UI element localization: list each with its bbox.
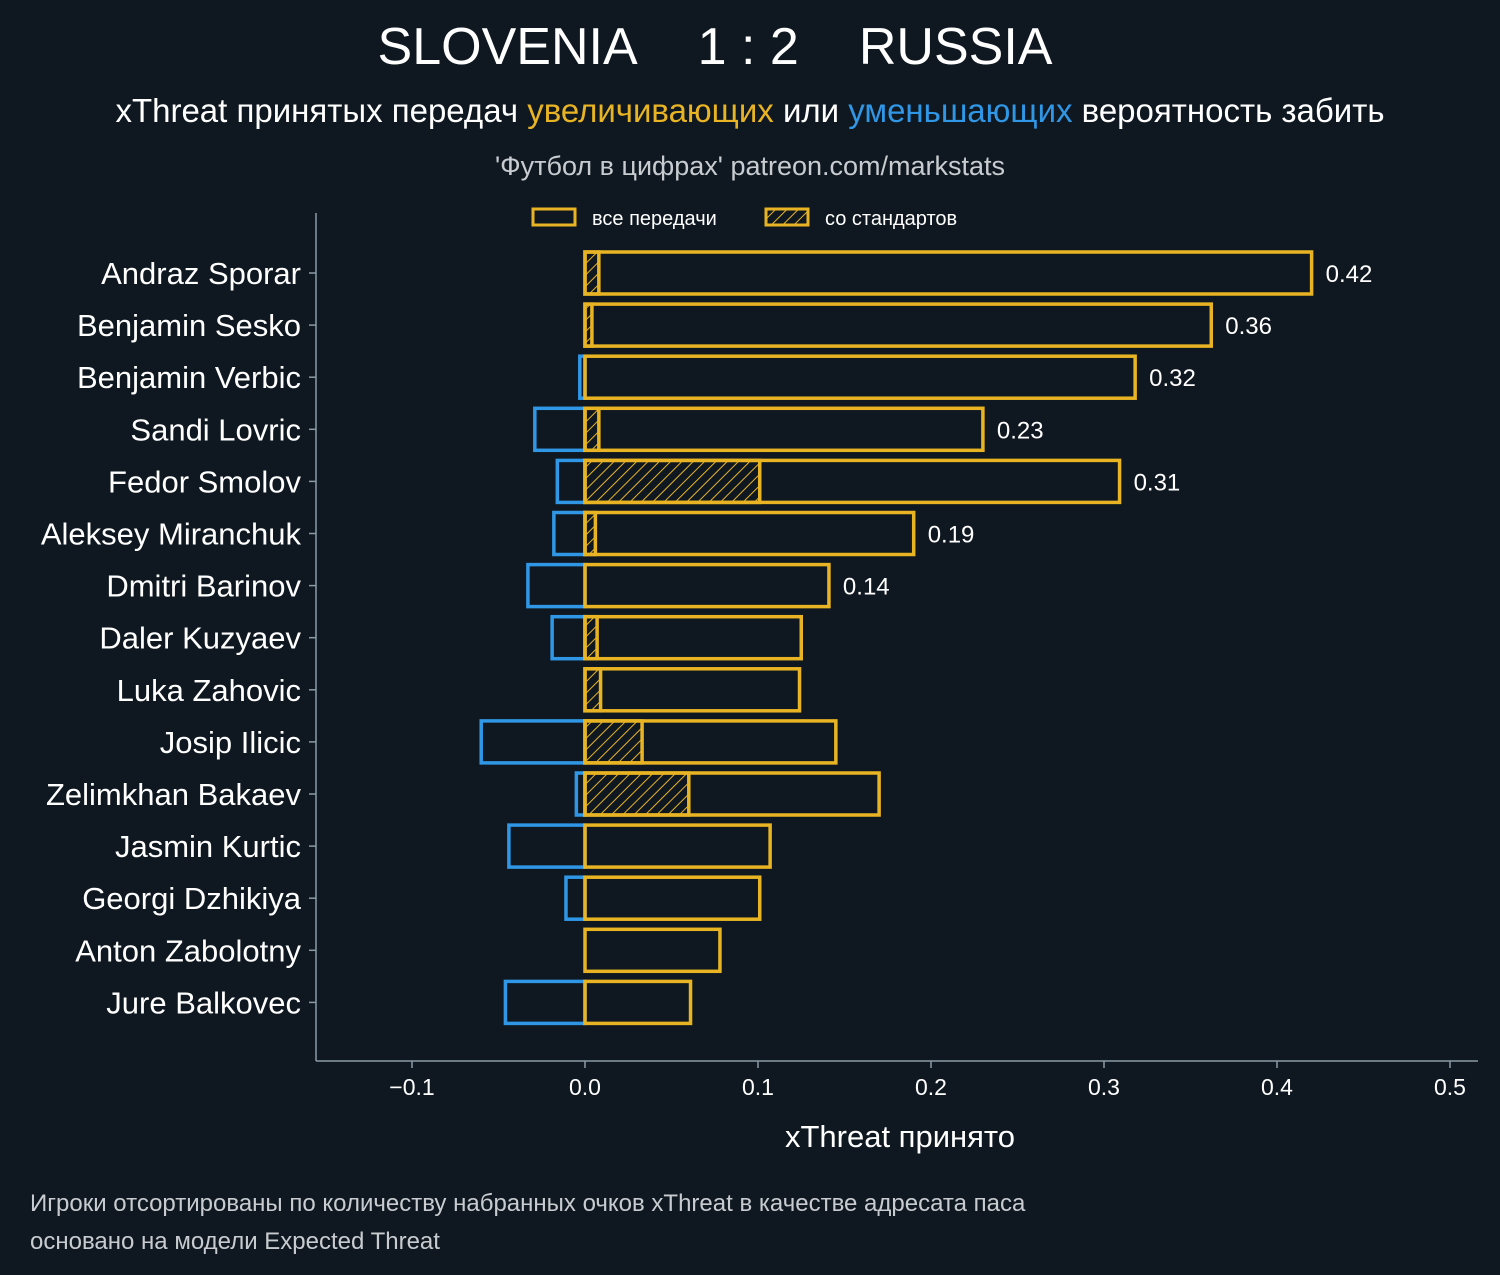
legend-swatch-set-pieces xyxy=(764,207,810,227)
y-categories: Andraz Sporar Benjamin Sesko Benjamin Verb… xyxy=(41,256,316,1020)
bar-set-pieces xyxy=(583,614,599,661)
bar-positive xyxy=(583,927,722,974)
value-label: 0.14 xyxy=(843,574,890,601)
bar-negative xyxy=(479,719,587,765)
x-tick-label: 0.0 xyxy=(569,1074,601,1100)
footer-note-1: Игроки отсортированы по количеству набра… xyxy=(30,1190,1026,1217)
bar-positive xyxy=(583,406,985,453)
bar-negative xyxy=(552,510,587,557)
bar-positive xyxy=(583,302,1214,348)
player-label: Aleksey Miranchuk xyxy=(41,517,302,552)
bar-negative xyxy=(503,979,587,1026)
bar-set-pieces xyxy=(583,250,601,296)
value-label: 0.32 xyxy=(1149,365,1196,392)
bar-positive xyxy=(583,354,1137,400)
player-label: Fedor Smolov xyxy=(108,464,301,499)
x-tick-label: −0.1 xyxy=(389,1074,434,1100)
bar-positive xyxy=(583,719,838,765)
x-ticks: −0.1 0.0 0.1 0.2 0.3 0.4 0.5 xyxy=(389,1061,1466,1100)
x-tick-label: 0.1 xyxy=(742,1074,774,1100)
bar-negative xyxy=(550,614,587,661)
bar-positive xyxy=(583,823,772,869)
legend-swatch-all-passes xyxy=(531,207,577,227)
x-axis-label: xThreat принято xyxy=(785,1119,1015,1154)
bars xyxy=(479,250,1314,1026)
title-away-team: RUSSIA xyxy=(859,18,1053,76)
x-tick-label: 0.4 xyxy=(1261,1074,1293,1100)
bar-positive xyxy=(583,979,693,1026)
bar-negative xyxy=(526,562,587,609)
footer-note-2: основано на модели Expected Threat xyxy=(30,1228,440,1255)
subtitle-decreasing: уменьшающих xyxy=(848,92,1073,129)
player-label: Josip Ilicic xyxy=(160,725,301,760)
bar-positive xyxy=(583,562,831,609)
title-home-team: SLOVENIA xyxy=(378,18,638,76)
bar-set-pieces xyxy=(583,771,691,817)
player-label: Jasmin Kurtic xyxy=(115,829,301,864)
value-label: 0.31 xyxy=(1134,469,1181,496)
bar-positive xyxy=(583,771,881,817)
bar-positive xyxy=(583,250,1314,296)
value-label: 0.36 xyxy=(1225,313,1272,340)
bar-negative xyxy=(507,823,587,869)
bar-positive xyxy=(583,614,803,661)
player-label: Benjamin Verbic xyxy=(77,360,301,395)
subtitle-increasing: увеличивающих xyxy=(527,92,774,129)
bar-negative xyxy=(564,875,587,921)
player-label: Sandi Lovric xyxy=(130,412,301,447)
value-label: 0.19 xyxy=(928,522,975,549)
player-label: Zelimkhan Bakaev xyxy=(46,777,302,812)
chart-title: SLOVENIA 1 : 2 RUSSIA xyxy=(378,18,1053,76)
legend-label-all-passes: все передачи xyxy=(592,208,717,230)
player-label: Benjamin Sesko xyxy=(77,308,301,343)
title-score: 1 : 2 xyxy=(698,18,799,76)
bar-positive xyxy=(583,875,762,921)
x-tick-label: 0.2 xyxy=(915,1074,947,1100)
bar-positive xyxy=(583,667,802,713)
bar-set-pieces xyxy=(583,406,601,453)
player-label: Anton Zabolotny xyxy=(75,933,301,968)
bar-positive xyxy=(583,458,1122,505)
bar-set-pieces xyxy=(583,667,603,713)
x-tick-label: 0.5 xyxy=(1434,1074,1466,1100)
value-labels: 0.42 0.36 0.32 0.23 0.31 0.19 0.14 xyxy=(843,261,1372,601)
value-label: 0.23 xyxy=(997,417,1044,444)
x-tick-label: 0.3 xyxy=(1088,1074,1120,1100)
legend: все передачи со стандартов xyxy=(531,207,957,230)
legend-label-set-pieces: со стандартов xyxy=(825,208,957,230)
value-label: 0.42 xyxy=(1326,261,1373,288)
chart-subtitle: xThreat принятых передач увеличивающих и… xyxy=(115,92,1384,129)
player-label: Dmitri Barinov xyxy=(106,569,301,604)
player-label: Jure Balkovec xyxy=(106,985,301,1020)
player-label: Georgi Dzhikiya xyxy=(82,881,302,916)
bar-negative xyxy=(555,458,587,505)
subtitle-middle: или xyxy=(774,92,848,129)
bar-set-pieces xyxy=(583,719,644,765)
bar-positive xyxy=(583,510,916,557)
player-label: Luka Zahovic xyxy=(117,673,301,708)
player-label: Daler Kuzyaev xyxy=(99,621,301,656)
chart-source: 'Футбол в цифрах' patreon.com/markstats xyxy=(495,151,1005,181)
player-label: Andraz Sporar xyxy=(101,256,301,291)
bar-set-pieces xyxy=(583,458,762,505)
bar-negative xyxy=(533,406,587,453)
subtitle-suffix: вероятность забить xyxy=(1073,92,1385,129)
subtitle-prefix: xThreat принятых передач xyxy=(115,92,527,129)
